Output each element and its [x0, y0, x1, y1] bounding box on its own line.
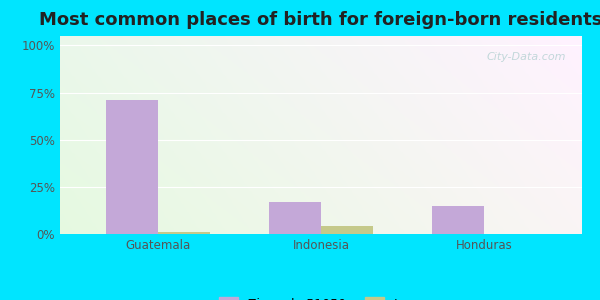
Bar [106, 100, 158, 234]
Bar [321, 226, 373, 234]
Bar [269, 202, 321, 234]
Legend: Zip code 51050, Iowa: Zip code 51050, Iowa [213, 291, 429, 300]
Title: Most common places of birth for foreign-born residents: Most common places of birth for foreign-… [40, 11, 600, 29]
Bar [432, 206, 484, 234]
Bar [158, 232, 210, 234]
Text: City-Data.com: City-Data.com [487, 52, 566, 62]
